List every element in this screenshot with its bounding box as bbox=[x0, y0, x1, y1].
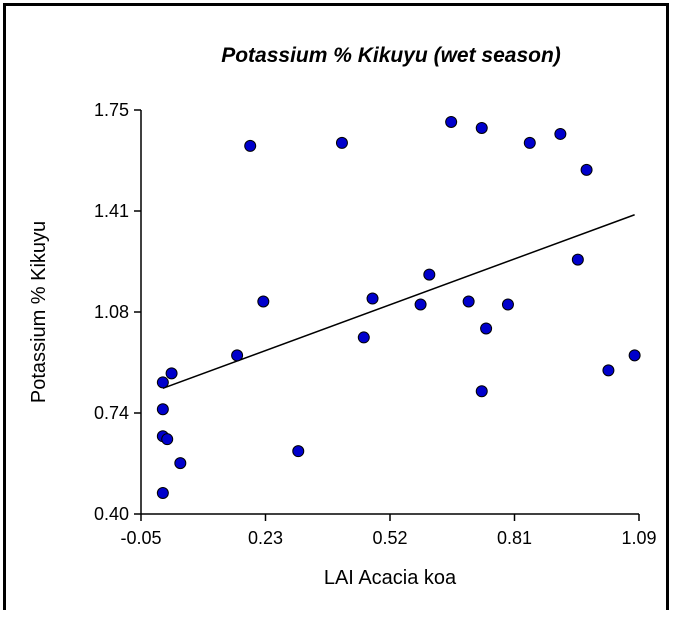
plot-axes bbox=[140, 110, 639, 515]
data-point bbox=[156, 376, 169, 389]
data-point bbox=[445, 115, 458, 128]
x-axis-label: LAI Acacia koa bbox=[324, 567, 457, 589]
trendline bbox=[162, 214, 635, 390]
data-point bbox=[580, 163, 593, 176]
x-tick-label: 0.52 bbox=[372, 528, 407, 548]
chart-title: Potassium % Kikuyu (wet season) bbox=[221, 44, 561, 67]
x-tick-label: 0.23 bbox=[248, 528, 283, 548]
y-tick-label: 1.41 bbox=[94, 201, 129, 221]
data-point bbox=[244, 139, 257, 152]
data-point bbox=[554, 127, 567, 140]
data-point bbox=[156, 487, 169, 500]
data-points bbox=[156, 115, 641, 500]
data-point bbox=[628, 349, 641, 362]
x-tick-label: 0.81 bbox=[497, 528, 532, 548]
data-point bbox=[462, 295, 475, 308]
data-point bbox=[501, 298, 514, 311]
data-point bbox=[475, 121, 488, 134]
data-point bbox=[165, 367, 178, 380]
y-tick-label: 1.75 bbox=[94, 100, 129, 120]
data-point bbox=[161, 433, 174, 446]
data-point bbox=[571, 253, 584, 266]
y-tick-label: 0.40 bbox=[94, 504, 129, 524]
data-point bbox=[414, 298, 427, 311]
data-point bbox=[475, 385, 488, 398]
y-tick-label: 0.74 bbox=[94, 403, 129, 423]
data-point bbox=[257, 295, 270, 308]
data-point bbox=[480, 322, 493, 335]
data-point bbox=[357, 331, 370, 344]
y-tick-label: 1.08 bbox=[94, 302, 129, 322]
data-point bbox=[523, 136, 536, 149]
data-point bbox=[366, 292, 379, 305]
x-tick-label: 1.09 bbox=[621, 528, 656, 548]
x-axis-ticks: -0.05 0.23 0.52 0.81 1.09 bbox=[120, 514, 657, 548]
y-axis-label: Potassium % Kikuyu bbox=[28, 221, 50, 403]
y-axis-ticks: 0.40 0.74 1.08 1.41 1.75 bbox=[94, 100, 141, 524]
chart-frame bbox=[3, 3, 669, 610]
data-point bbox=[423, 268, 436, 281]
x-tick-label: -0.05 bbox=[120, 528, 161, 548]
data-point bbox=[602, 364, 615, 377]
data-point bbox=[156, 403, 169, 416]
data-point bbox=[231, 349, 244, 362]
data-point bbox=[335, 136, 348, 149]
data-point bbox=[174, 457, 187, 470]
data-point bbox=[292, 445, 305, 458]
